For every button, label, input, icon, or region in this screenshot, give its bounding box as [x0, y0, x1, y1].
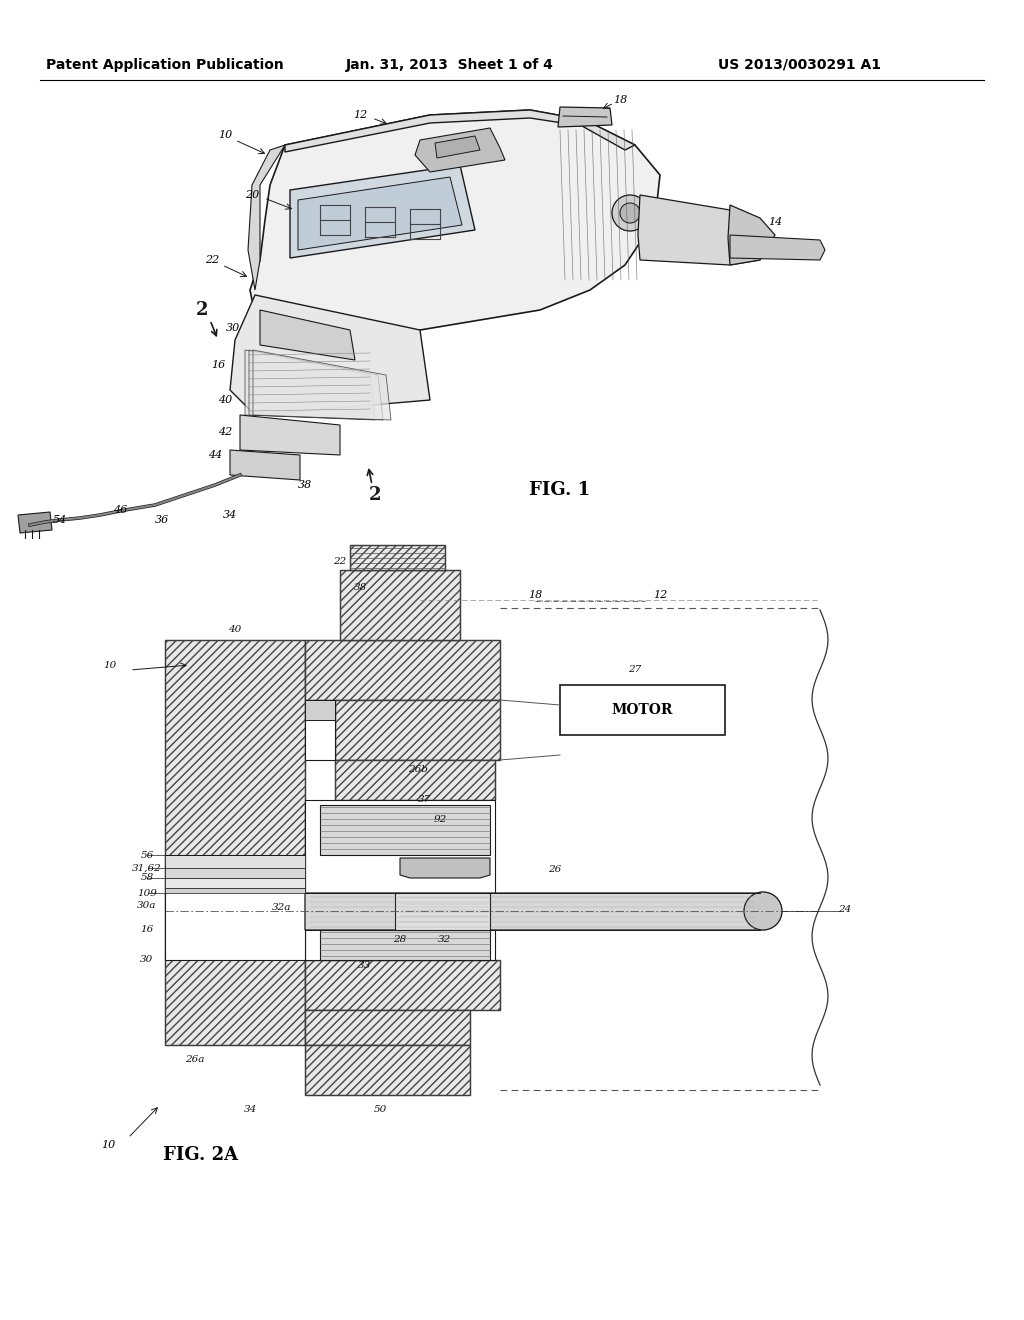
Bar — [165, 869, 305, 878]
Polygon shape — [340, 570, 460, 640]
Bar — [319, 805, 490, 855]
Polygon shape — [230, 294, 430, 414]
Polygon shape — [638, 195, 760, 265]
Text: 30: 30 — [140, 956, 154, 965]
Text: 20: 20 — [245, 190, 259, 201]
Polygon shape — [305, 800, 495, 960]
Text: 31,62: 31,62 — [132, 863, 162, 873]
Text: 38: 38 — [298, 480, 312, 490]
Bar — [165, 878, 305, 888]
Text: 26: 26 — [549, 866, 561, 874]
Text: 33: 33 — [358, 961, 372, 969]
Polygon shape — [305, 960, 500, 1010]
Text: Patent Application Publication: Patent Application Publication — [46, 58, 284, 73]
Text: 16: 16 — [140, 925, 154, 935]
Circle shape — [744, 892, 782, 931]
Polygon shape — [728, 205, 775, 265]
Text: 26b: 26b — [408, 766, 428, 775]
Text: 22: 22 — [334, 557, 347, 566]
Text: 2: 2 — [369, 486, 381, 504]
Polygon shape — [335, 700, 500, 760]
Polygon shape — [305, 700, 335, 760]
Bar — [319, 931, 490, 960]
Text: FIG. 2A: FIG. 2A — [163, 1146, 239, 1164]
Polygon shape — [250, 110, 660, 345]
Polygon shape — [435, 136, 480, 158]
Polygon shape — [290, 165, 475, 257]
Polygon shape — [230, 450, 300, 480]
Text: 92: 92 — [433, 816, 446, 825]
Bar — [165, 888, 305, 894]
Polygon shape — [305, 1045, 470, 1096]
Circle shape — [612, 195, 648, 231]
Polygon shape — [298, 177, 462, 249]
Text: 44: 44 — [208, 450, 222, 459]
Text: 16: 16 — [211, 360, 225, 370]
Text: 109: 109 — [137, 888, 157, 898]
Text: 36: 36 — [155, 515, 169, 525]
Text: MOTOR: MOTOR — [611, 704, 673, 717]
Text: 40: 40 — [218, 395, 232, 405]
Text: 12: 12 — [653, 590, 667, 601]
Text: 18: 18 — [528, 590, 542, 601]
Text: 30: 30 — [226, 323, 240, 333]
Polygon shape — [248, 145, 285, 290]
Polygon shape — [165, 855, 305, 960]
Polygon shape — [18, 512, 52, 533]
Text: 34: 34 — [223, 510, 238, 520]
Text: 56: 56 — [140, 850, 154, 859]
Text: 38: 38 — [353, 583, 367, 593]
Text: 58: 58 — [140, 874, 154, 883]
Text: 32a: 32a — [272, 903, 292, 912]
Text: 28: 28 — [393, 936, 407, 945]
Polygon shape — [165, 640, 305, 1045]
Text: 50: 50 — [374, 1106, 387, 1114]
Text: 12: 12 — [353, 110, 368, 120]
Text: 34: 34 — [244, 1106, 257, 1114]
Text: 37: 37 — [419, 796, 432, 804]
Text: Jan. 31, 2013  Sheet 1 of 4: Jan. 31, 2013 Sheet 1 of 4 — [346, 58, 554, 73]
Text: 10: 10 — [103, 660, 117, 669]
Polygon shape — [335, 760, 495, 800]
Bar — [305, 700, 335, 719]
Text: 54: 54 — [53, 515, 68, 525]
Polygon shape — [260, 310, 355, 360]
Text: 27: 27 — [629, 665, 642, 675]
Polygon shape — [305, 894, 765, 931]
Text: 42: 42 — [218, 426, 232, 437]
Text: 30a: 30a — [137, 900, 157, 909]
Text: US 2013/0030291 A1: US 2013/0030291 A1 — [719, 58, 882, 73]
Polygon shape — [395, 894, 490, 931]
Bar — [165, 855, 305, 869]
Text: 14: 14 — [768, 216, 782, 227]
Polygon shape — [240, 414, 340, 455]
Text: 32: 32 — [438, 936, 452, 945]
Text: 10: 10 — [218, 129, 232, 140]
Polygon shape — [305, 1010, 470, 1045]
Polygon shape — [558, 107, 612, 127]
Polygon shape — [253, 350, 391, 420]
Text: 40: 40 — [228, 626, 242, 635]
Polygon shape — [415, 128, 505, 172]
Polygon shape — [400, 858, 490, 878]
Polygon shape — [730, 235, 825, 260]
Circle shape — [620, 203, 640, 223]
Text: FIG. 1: FIG. 1 — [529, 480, 591, 499]
Bar — [560, 685, 725, 735]
Text: 18: 18 — [613, 95, 627, 106]
Polygon shape — [245, 350, 375, 420]
Text: 26a: 26a — [185, 1056, 205, 1064]
Polygon shape — [249, 350, 383, 420]
Text: 46: 46 — [113, 506, 127, 515]
Polygon shape — [305, 640, 500, 700]
Text: 24: 24 — [839, 906, 852, 915]
Polygon shape — [285, 110, 635, 152]
Text: 22: 22 — [205, 255, 219, 265]
Text: 2: 2 — [196, 301, 208, 319]
Text: 10: 10 — [101, 1140, 115, 1150]
Polygon shape — [350, 545, 445, 570]
